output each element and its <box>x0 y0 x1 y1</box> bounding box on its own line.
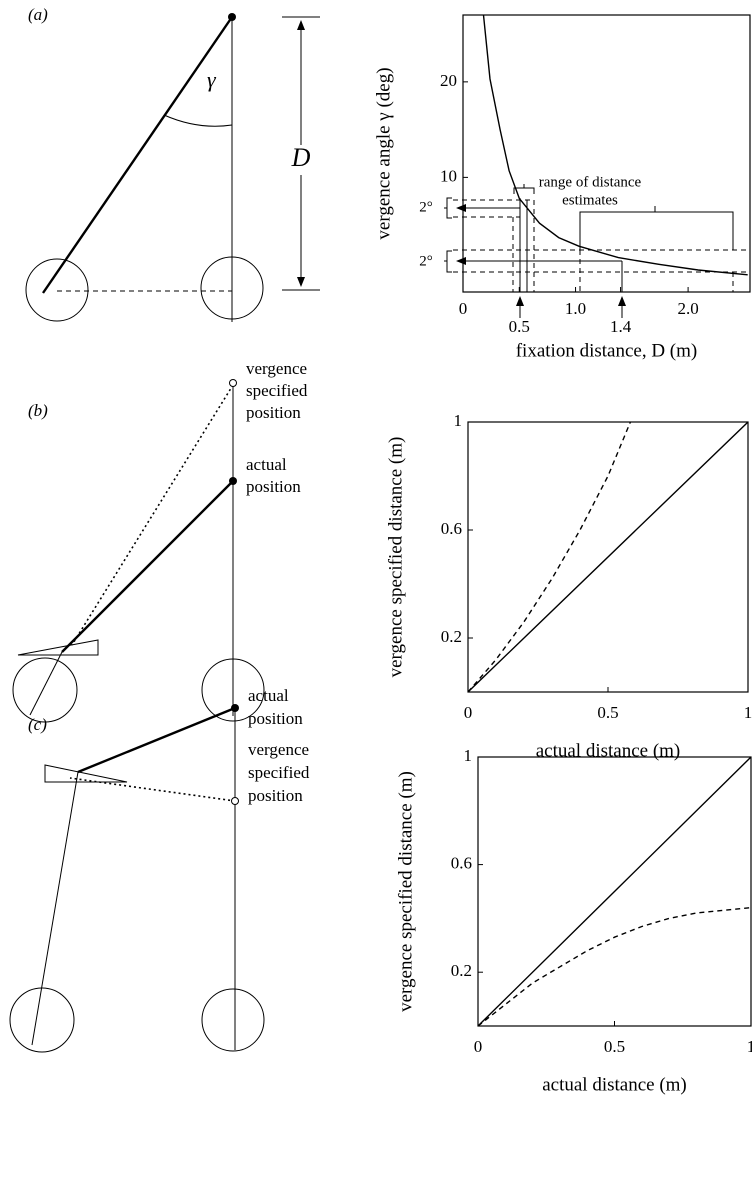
y-tick-label: 0.6 <box>451 854 472 873</box>
note: specified <box>248 763 310 782</box>
note: vergence <box>248 740 309 759</box>
diagram-c: (c) actual position vergence specified p… <box>9 686 310 1053</box>
fixation-point <box>228 13 236 21</box>
panel-label: (c) <box>28 715 47 734</box>
y-axis-label: vergence specified distance (m) <box>385 437 406 678</box>
y-tick-label: 1 <box>464 746 473 765</box>
y-tick-label: 0.6 <box>441 519 462 538</box>
x-tick-label: 0 <box>459 299 468 318</box>
x-tick-label: 0 <box>464 703 473 722</box>
left-eye <box>9 987 75 1053</box>
prism <box>17 639 99 656</box>
actual-line <box>77 706 236 774</box>
x-tick-label: 1.4 <box>610 317 632 336</box>
x-axis-label: fixation distance, D (m) <box>516 340 698 361</box>
note: actual <box>248 686 289 705</box>
annotation: estimates <box>562 192 618 208</box>
arrowhead <box>618 296 626 306</box>
curve <box>478 757 751 1026</box>
angle-arc <box>163 114 233 127</box>
actual-line <box>61 480 234 653</box>
vergence-point <box>231 797 239 805</box>
note: position <box>246 477 301 496</box>
bracket <box>444 197 452 219</box>
curve <box>478 906 751 1026</box>
diagram-b: (b) vergence specified position actual p… <box>12 359 308 723</box>
x-tick-label: 2.0 <box>677 299 698 318</box>
prism <box>44 764 128 783</box>
note: specified <box>246 381 308 400</box>
vergence-line <box>69 777 236 802</box>
note: position <box>248 709 303 728</box>
bracket <box>579 206 734 250</box>
arrowhead <box>456 204 466 212</box>
note: vergence <box>246 359 307 378</box>
y-tick-label: 10 <box>440 166 457 185</box>
note: position <box>246 403 301 422</box>
sight-line <box>42 16 233 294</box>
left-eye <box>25 258 89 322</box>
dim-gap <box>288 145 314 175</box>
sight-line <box>29 651 63 716</box>
note: actual <box>246 455 287 474</box>
sight-line <box>31 771 79 1046</box>
guides: range of distance estimates 2° 2° <box>419 174 748 318</box>
curve <box>468 422 632 692</box>
vergence-point <box>229 379 237 387</box>
x-axis-label: actual distance (m) <box>536 740 681 761</box>
vergence-line <box>71 384 234 646</box>
right-eye <box>200 256 264 320</box>
note: position <box>248 786 303 805</box>
x-tick-label: 1 <box>744 703 752 722</box>
y-axis-label: vergence angle γ (deg) <box>373 67 394 239</box>
x-tick-label: 0.5 <box>597 703 618 722</box>
panel-label: (a) <box>28 5 48 24</box>
x-tick-label: 0.5 <box>509 317 530 336</box>
bracket <box>513 184 535 194</box>
actual-point <box>229 477 237 485</box>
left-eye <box>12 657 78 723</box>
right-eye <box>201 658 265 722</box>
plot-frame <box>462 14 751 293</box>
x-axis-label: actual distance (m) <box>542 1074 687 1095</box>
curve <box>468 422 748 692</box>
arrowhead <box>456 257 466 265</box>
y-tick-label: 1 <box>454 411 463 430</box>
distance-label: D <box>291 143 311 172</box>
y-axis-label: vergence specified distance (m) <box>395 771 416 1012</box>
right-eye <box>201 988 265 1052</box>
annotation: 2° <box>419 253 433 269</box>
annotation: 2° <box>419 199 433 215</box>
angle-label: γ <box>207 67 217 92</box>
annotation: range of distance <box>539 174 642 190</box>
curve <box>482 15 748 276</box>
bracket <box>444 250 452 273</box>
y-tick-label: 20 <box>440 71 457 90</box>
x-tick-label: 0.5 <box>604 1037 625 1056</box>
arrowhead <box>516 296 524 306</box>
actual-point <box>231 704 239 712</box>
y-tick-label: 0.2 <box>441 627 462 646</box>
x-tick-label: 0 <box>474 1037 483 1056</box>
y-tick-label: 0.2 <box>451 961 472 980</box>
x-tick-label: 1.0 <box>565 299 586 318</box>
diagram-a: (a) γ D <box>25 5 320 322</box>
panel-label: (b) <box>28 401 48 420</box>
x-tick-label: 1 <box>747 1037 752 1056</box>
